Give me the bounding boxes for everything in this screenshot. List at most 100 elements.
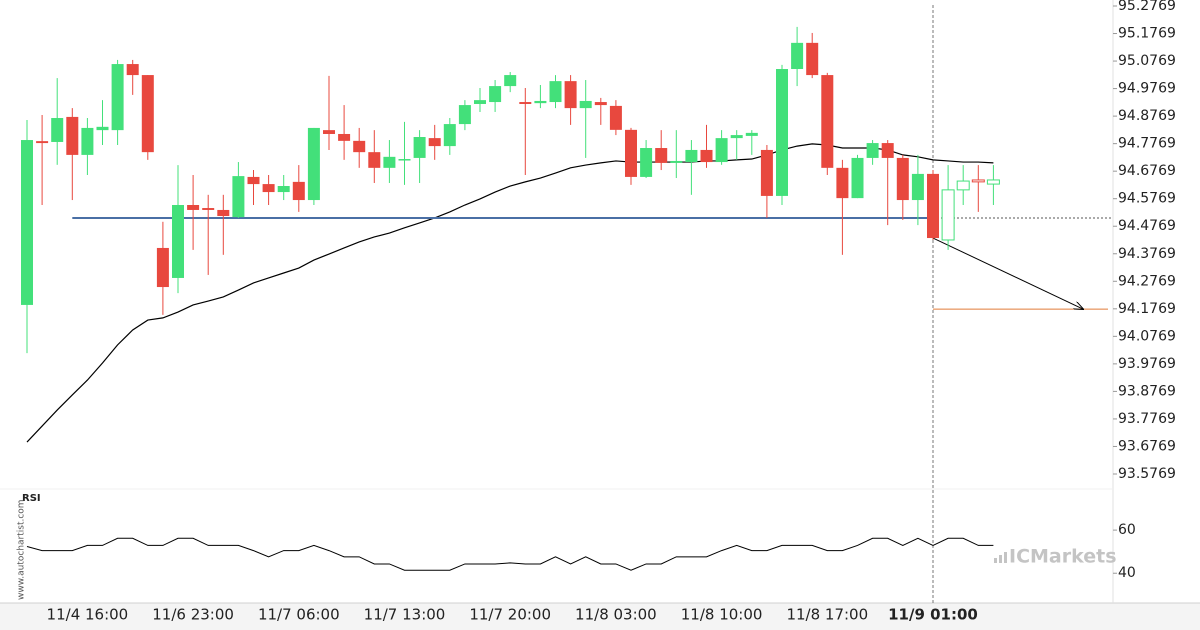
candle-body xyxy=(81,127,94,155)
candle-body xyxy=(51,118,64,142)
candle-body xyxy=(745,132,758,136)
x-tick-label: 11/7 06:00 xyxy=(258,606,340,624)
candle-body xyxy=(428,138,441,147)
candle-body xyxy=(338,133,351,141)
candle-body xyxy=(504,75,517,87)
x-tick-label: 11/8 03:00 xyxy=(575,606,657,624)
rsi-tick-label: 60 xyxy=(1118,522,1136,538)
candle-body xyxy=(776,69,788,196)
candle-body xyxy=(609,105,622,130)
candle-body xyxy=(247,176,260,185)
candle-body xyxy=(277,186,290,193)
candle-body xyxy=(458,105,471,125)
y-tick-label: 94.9769 xyxy=(1118,81,1176,97)
side-watermark: www.autochartist.com xyxy=(17,499,27,600)
candle-body xyxy=(323,130,335,134)
candle-body xyxy=(640,148,653,177)
rsi-line xyxy=(26,537,994,571)
candle-body xyxy=(986,179,1000,185)
candle-body xyxy=(474,100,486,104)
y-tick-label: 94.5769 xyxy=(1118,191,1176,207)
candle-body xyxy=(292,181,305,201)
candle-body xyxy=(353,140,366,153)
candle-body xyxy=(21,140,33,305)
candle-body xyxy=(594,102,607,106)
moving-average-line xyxy=(26,143,994,443)
y-tick-label: 94.4769 xyxy=(1118,218,1176,234)
candle-body xyxy=(881,143,894,158)
logo-text: ICMarkets xyxy=(1009,546,1117,568)
y-tick-label: 95.2769 xyxy=(1118,0,1176,14)
y-tick-label: 93.5769 xyxy=(1118,466,1176,482)
candle-body xyxy=(156,247,169,288)
candle-body xyxy=(896,157,909,201)
y-tick-label: 93.9769 xyxy=(1118,356,1176,372)
y-tick-label: 95.1769 xyxy=(1118,26,1176,42)
candle-body xyxy=(187,205,200,210)
forecast-arrow xyxy=(932,237,1083,309)
candle-body xyxy=(700,149,713,163)
candle-body xyxy=(715,138,728,163)
candle-body xyxy=(927,173,939,239)
x-tick-label: 11/7 20:00 xyxy=(469,606,551,624)
y-tick-label: 93.7769 xyxy=(1118,411,1176,427)
candle-body xyxy=(534,100,547,104)
candle-body xyxy=(172,205,184,278)
x-tick-label: 11/6 23:00 xyxy=(152,606,234,624)
candle-body xyxy=(66,116,79,155)
x-tick-label: 11/9 01:00 xyxy=(888,606,978,624)
y-tick-label: 95.0769 xyxy=(1118,53,1176,69)
candle-body xyxy=(625,129,637,177)
candle-body xyxy=(564,81,577,109)
candle-body xyxy=(126,64,139,76)
candle-body xyxy=(670,160,683,163)
candle-body xyxy=(821,75,834,168)
y-tick-label: 94.8769 xyxy=(1118,108,1176,124)
candle-body xyxy=(911,173,924,201)
y-tick-label: 94.1769 xyxy=(1118,301,1176,317)
rsi-tick-label: 40 xyxy=(1118,565,1136,581)
candle-body xyxy=(111,64,124,131)
candle-body xyxy=(760,149,773,196)
logo-icon xyxy=(994,552,1007,563)
candle-body xyxy=(941,189,955,241)
y-tick-label: 94.3769 xyxy=(1118,246,1176,262)
candle-body xyxy=(866,143,879,158)
candle-body xyxy=(202,208,215,210)
candle-body xyxy=(971,179,985,183)
y-tick-label: 94.6769 xyxy=(1118,163,1176,179)
candle-body xyxy=(851,157,864,199)
candle-body xyxy=(141,75,154,153)
candle-body xyxy=(956,180,970,191)
y-tick-label: 93.8769 xyxy=(1118,383,1176,399)
candle-body xyxy=(307,127,320,201)
x-tick-label: 11/7 13:00 xyxy=(364,606,446,624)
candle-body xyxy=(579,100,592,109)
candle-body xyxy=(489,86,502,103)
candle-body xyxy=(368,152,381,168)
x-tick-label: 11/8 17:00 xyxy=(786,606,868,624)
candle-body xyxy=(443,124,456,147)
candle-body xyxy=(36,141,49,144)
candle-body xyxy=(730,135,743,139)
y-tick-label: 94.0769 xyxy=(1118,328,1176,344)
candle-body xyxy=(262,184,275,193)
candle-body xyxy=(655,148,668,163)
x-tick-label: 11/8 10:00 xyxy=(681,606,763,624)
x-tick-label: 11/4 16:00 xyxy=(47,606,129,624)
candle-body xyxy=(413,137,426,158)
candle-body xyxy=(217,209,230,217)
candle-body xyxy=(398,159,411,161)
candle-body xyxy=(549,81,562,103)
y-tick-label: 93.6769 xyxy=(1118,438,1176,454)
y-tick-label: 94.7769 xyxy=(1118,136,1176,152)
candle-body xyxy=(519,102,532,104)
candle-body xyxy=(383,156,396,168)
rsi-title: RSI xyxy=(22,493,41,504)
x-axis-band xyxy=(0,603,1200,630)
y-tick-label: 94.2769 xyxy=(1118,273,1176,289)
candle-body xyxy=(806,42,819,76)
candle-body xyxy=(685,149,698,163)
